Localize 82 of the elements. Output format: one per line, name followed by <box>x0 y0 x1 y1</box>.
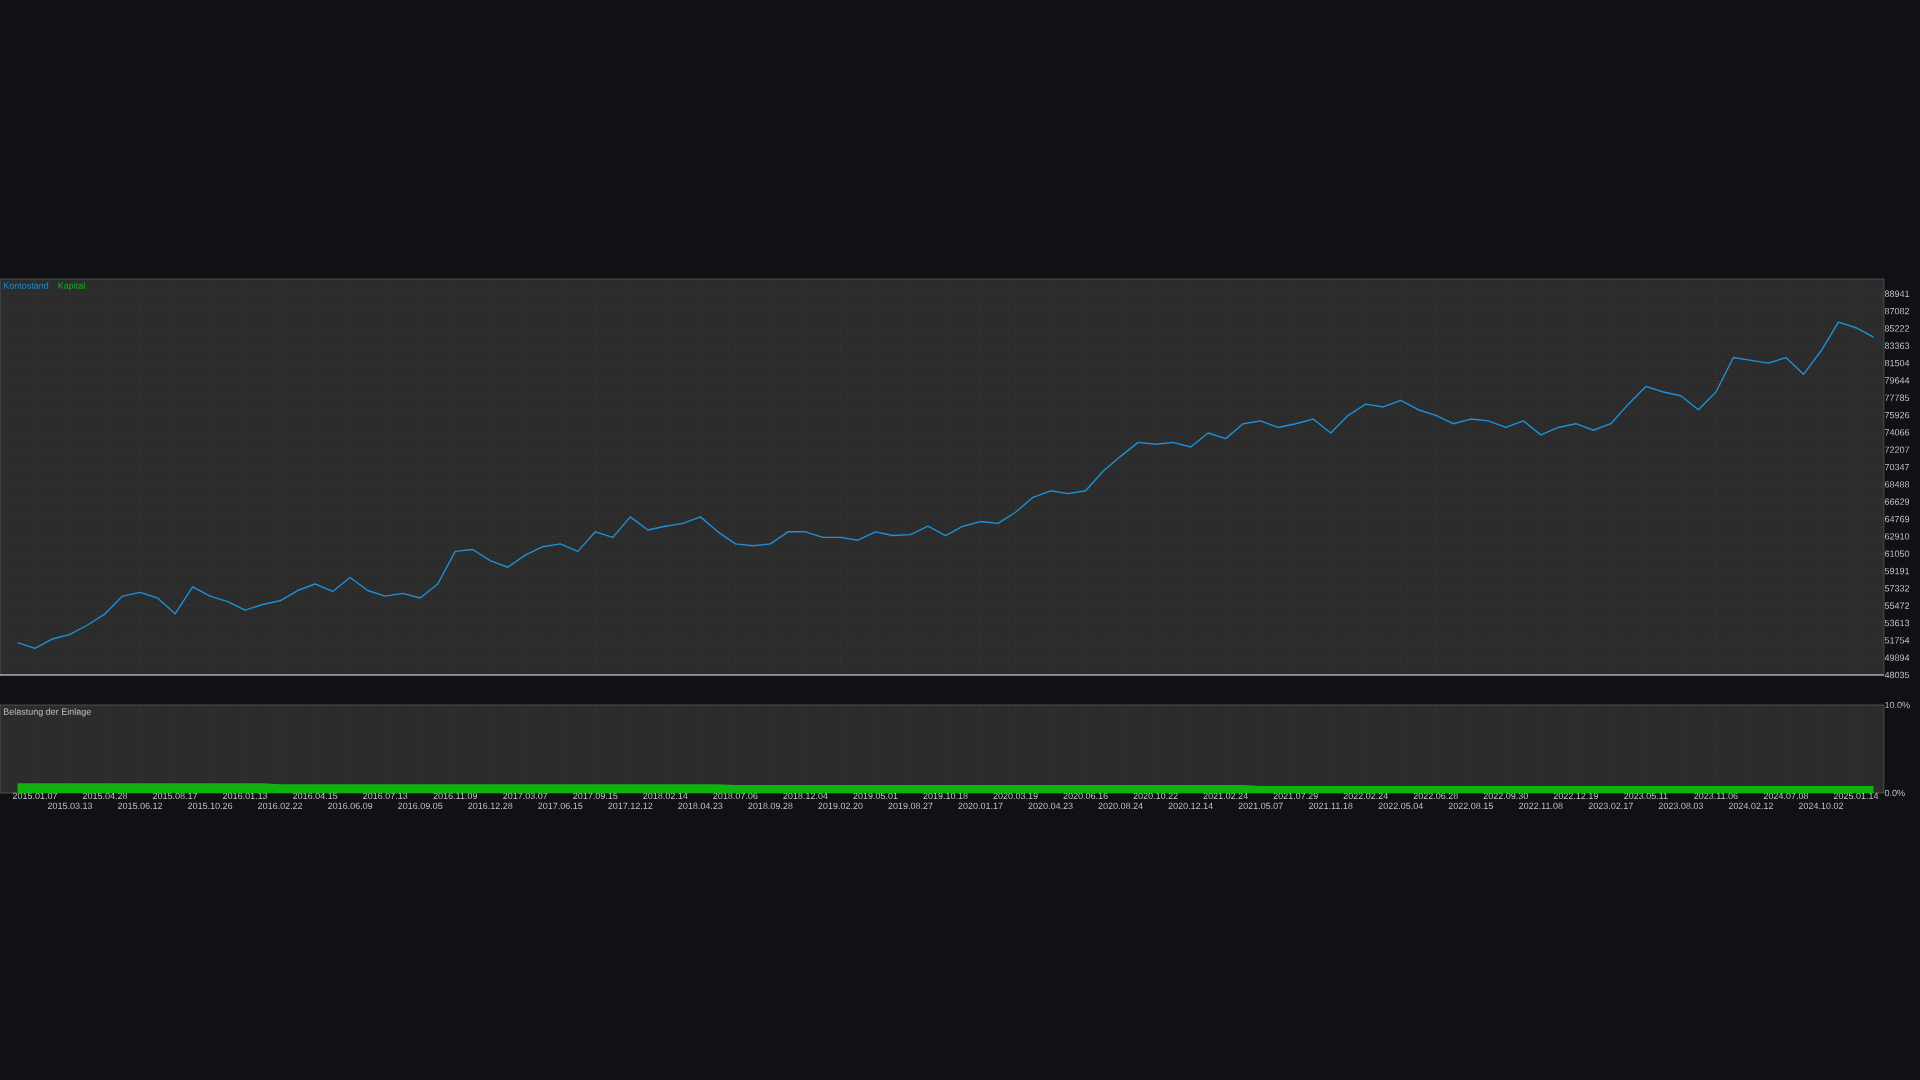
x-tick-label: 2022.02.24 <box>1343 792 1388 800</box>
y-tick-label: 53613 <box>1884 619 1910 627</box>
x-tick-label: 2018.04.23 <box>678 802 723 810</box>
x-tick-label: 2024.02.12 <box>1728 802 1773 810</box>
x-tick-label: 2022.09.30 <box>1483 792 1528 800</box>
x-tick-label: 2017.09.15 <box>573 792 618 800</box>
x-tick-label: 2021.05.07 <box>1238 802 1283 810</box>
y-tick-label: 62910 <box>1884 533 1910 540</box>
x-tick-label: 2020.12.14 <box>1168 802 1213 810</box>
legend-label: Kapital <box>58 282 85 291</box>
x-tick-label: 2020.04.23 <box>1028 802 1073 810</box>
y-tick-label: 61050 <box>1884 550 1910 557</box>
x-tick-label: 2015.03.13 <box>47 802 93 810</box>
x-tick-label: 2016.11.09 <box>433 792 477 800</box>
y-tick-label: 77785 <box>1884 394 1910 401</box>
y-tick-label: 75926 <box>1884 411 1910 419</box>
y-tick-label: 55472 <box>1884 602 1910 609</box>
x-tick-label: 2020.08.24 <box>1098 802 1143 810</box>
x-tick-label: 2022.12.19 <box>1553 792 1598 800</box>
x-tick-label: 2016.12.28 <box>468 802 513 810</box>
y-tick-label: 57332 <box>1884 585 1910 592</box>
x-tick-label: 2016.02.22 <box>258 802 303 810</box>
x-tick-label: 2020.03.19 <box>993 792 1038 800</box>
x-tick-label: 2017.06.15 <box>538 802 583 810</box>
x-tick-label: 2016.01.13 <box>223 792 268 800</box>
x-tick-label: 2017.03.07 <box>503 792 548 800</box>
x-tick-label: 2019.05.01 <box>853 792 898 800</box>
x-tick-label: 2021.07.29 <box>1273 792 1318 800</box>
y-tick-label: 48035 <box>1884 671 1910 679</box>
x-tick-label: 2020.01.17 <box>958 802 1003 810</box>
x-tick-label: 2022.05.04 <box>1378 802 1423 810</box>
y-tick-label: 66629 <box>1884 498 1910 505</box>
x-tick-label: 2020.06.16 <box>1063 792 1108 800</box>
x-tick-label: 2018.07.06 <box>713 792 758 800</box>
y-tick-label: 87082 <box>1884 307 1910 315</box>
x-tick-label: 2020.10.22 <box>1133 792 1178 800</box>
x-tick-label: 2018.09.28 <box>748 802 793 810</box>
x-tick-label: 2022.11.08 <box>1519 802 1563 810</box>
x-tick-label: 2023.11.06 <box>1694 792 1738 800</box>
y-tick-label: 49894 <box>1884 654 1910 661</box>
y-tick-label: 79644 <box>1884 377 1910 384</box>
x-tick-label: 2016.07.13 <box>363 792 408 800</box>
x-tick-label: 2017.12.12 <box>608 802 653 810</box>
x-tick-label: 2023.05.11 <box>1624 792 1668 800</box>
y-tick-label: 68488 <box>1884 481 1910 488</box>
x-tick-label: 2019.02.20 <box>818 802 863 810</box>
x-tick-label: 2025.01.14 <box>1833 792 1879 800</box>
x-tick-label: 2016.09.05 <box>398 802 443 810</box>
y-tick-label: 72207 <box>1884 446 1910 453</box>
x-tick-label: 2016.04.15 <box>293 792 338 800</box>
y-tick-label: 70347 <box>1884 463 1910 471</box>
y-tick-label: 10.0% <box>1885 701 1910 709</box>
y-tick-label: 51754 <box>1884 637 1910 644</box>
x-tick-label: 2022.08.15 <box>1448 802 1493 810</box>
x-tick-label: 2015.06.12 <box>118 802 163 810</box>
x-tick-label: 2015.10.26 <box>188 802 233 810</box>
x-tick-label: 2021.11.18 <box>1308 802 1353 810</box>
chart-title: Belastung der Einlage <box>3 708 91 717</box>
x-tick-label: 2019.08.27 <box>888 802 933 810</box>
y-tick-label: 59191 <box>1884 567 1910 575</box>
y-tick-label: 81504 <box>1884 359 1910 367</box>
x-tick-label: 2015.04.28 <box>82 792 128 800</box>
x-tick-label: 2024.10.02 <box>1798 802 1844 810</box>
x-tick-label: 2019.10.18 <box>923 792 968 800</box>
x-tick-label: 2023.08.03 <box>1658 802 1704 810</box>
y-tick-label: 83363 <box>1884 342 1910 349</box>
y-tick-label: 85222 <box>1884 325 1910 332</box>
y-tick-label: 0.0% <box>1884 789 1905 797</box>
x-tick-label: 2015.01.07 <box>12 792 58 800</box>
x-tick-label: 2015.08.17 <box>153 792 198 800</box>
x-tick-label: 2018.12.04 <box>783 792 828 800</box>
x-tick-label: 2024.07.08 <box>1763 792 1809 800</box>
x-tick-label: 2016.06.09 <box>328 802 373 810</box>
text: Kontostand <box>3 282 49 289</box>
y-tick-label: 64769 <box>1884 515 1910 523</box>
x-tick-label: 2022.06.28 <box>1413 792 1458 800</box>
line-series <box>16 321 1875 649</box>
y-tick-label: 74066 <box>1884 429 1910 436</box>
x-tick-label: 2021.02.24 <box>1203 792 1248 800</box>
y-tick-label: 88941 <box>1884 290 1910 297</box>
x-tick-label: 2023.02.17 <box>1588 802 1633 810</box>
x-tick-label: 2018.02.14 <box>643 792 688 800</box>
